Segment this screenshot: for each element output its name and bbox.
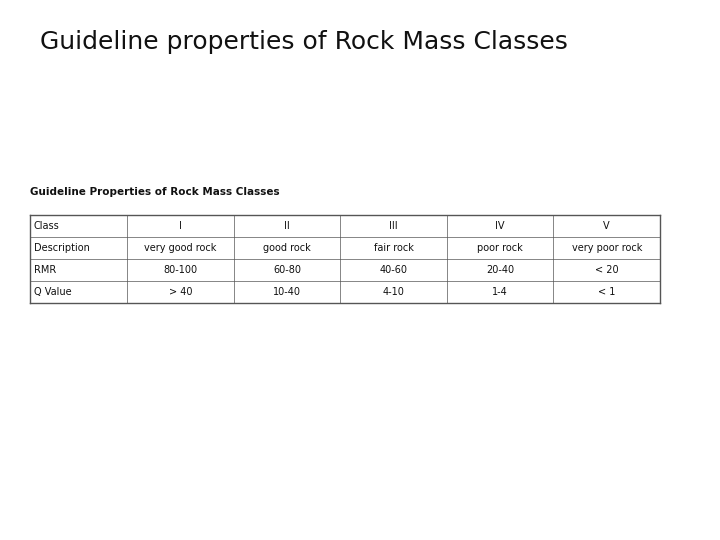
Text: 10-40: 10-40 xyxy=(273,287,301,297)
Text: 60-80: 60-80 xyxy=(273,265,301,275)
Text: 1-4: 1-4 xyxy=(492,287,508,297)
Text: Class: Class xyxy=(34,221,60,231)
Text: < 20: < 20 xyxy=(595,265,618,275)
Text: > 40: > 40 xyxy=(168,287,192,297)
Text: very good rock: very good rock xyxy=(144,243,217,253)
Text: Guideline properties of Rock Mass Classes: Guideline properties of Rock Mass Classe… xyxy=(40,30,567,54)
Text: 20-40: 20-40 xyxy=(486,265,514,275)
Text: I: I xyxy=(179,221,182,231)
Text: Guideline Properties of Rock Mass Classes: Guideline Properties of Rock Mass Classe… xyxy=(30,187,279,197)
Text: very poor rock: very poor rock xyxy=(572,243,642,253)
Text: V: V xyxy=(603,221,610,231)
Text: < 1: < 1 xyxy=(598,287,616,297)
Text: 80-100: 80-100 xyxy=(163,265,197,275)
Text: good rock: good rock xyxy=(264,243,311,253)
Text: fair rock: fair rock xyxy=(374,243,413,253)
Text: Q Value: Q Value xyxy=(34,287,71,297)
Text: RMR: RMR xyxy=(34,265,56,275)
Text: III: III xyxy=(390,221,398,231)
Text: IV: IV xyxy=(495,221,505,231)
Text: II: II xyxy=(284,221,290,231)
Text: 4-10: 4-10 xyxy=(382,287,405,297)
Text: 40-60: 40-60 xyxy=(379,265,408,275)
Text: poor rock: poor rock xyxy=(477,243,523,253)
Text: Description: Description xyxy=(34,243,90,253)
